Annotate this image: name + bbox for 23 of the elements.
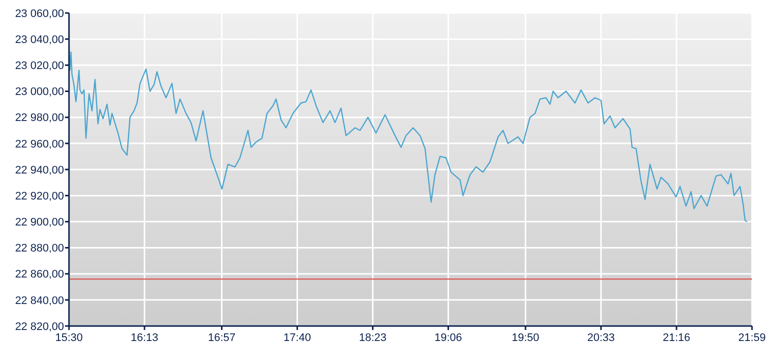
y-tick-label: 23 000,00 [15, 86, 64, 98]
y-tick-label: 22 960,00 [15, 138, 64, 150]
y-tick-label: 23 040,00 [15, 34, 64, 46]
x-tick-label: 19:06 [434, 332, 462, 344]
x-tick-label: 15:30 [55, 332, 83, 344]
y-tick-label: 22 840,00 [15, 294, 64, 307]
x-tick-label: 21:59 [738, 332, 766, 344]
x-tick-label: 18:23 [358, 332, 387, 344]
x-tick-label: 16:13 [130, 332, 158, 344]
y-tick-label: 22 880,00 [15, 242, 64, 255]
y-tick-label: 23 020,00 [15, 60, 64, 72]
y-tick-label: 22 980,00 [15, 112, 64, 124]
x-tick-label: 21:16 [662, 332, 690, 344]
y-tick-label: 22 900,00 [15, 216, 64, 229]
y-tick-label: 22 920,00 [15, 190, 64, 202]
x-tick-label: 17:40 [283, 332, 312, 344]
x-tick-label: 20:33 [587, 332, 615, 344]
y-tick-label: 22 820,00 [15, 320, 64, 333]
y-tick-label: 23 060,00 [15, 8, 64, 20]
y-tick-label: 22 940,00 [15, 164, 64, 176]
x-tick-label: 16:57 [208, 332, 236, 344]
x-tick-label: 19:50 [512, 332, 540, 344]
y-tick-label: 22 860,00 [15, 268, 64, 281]
